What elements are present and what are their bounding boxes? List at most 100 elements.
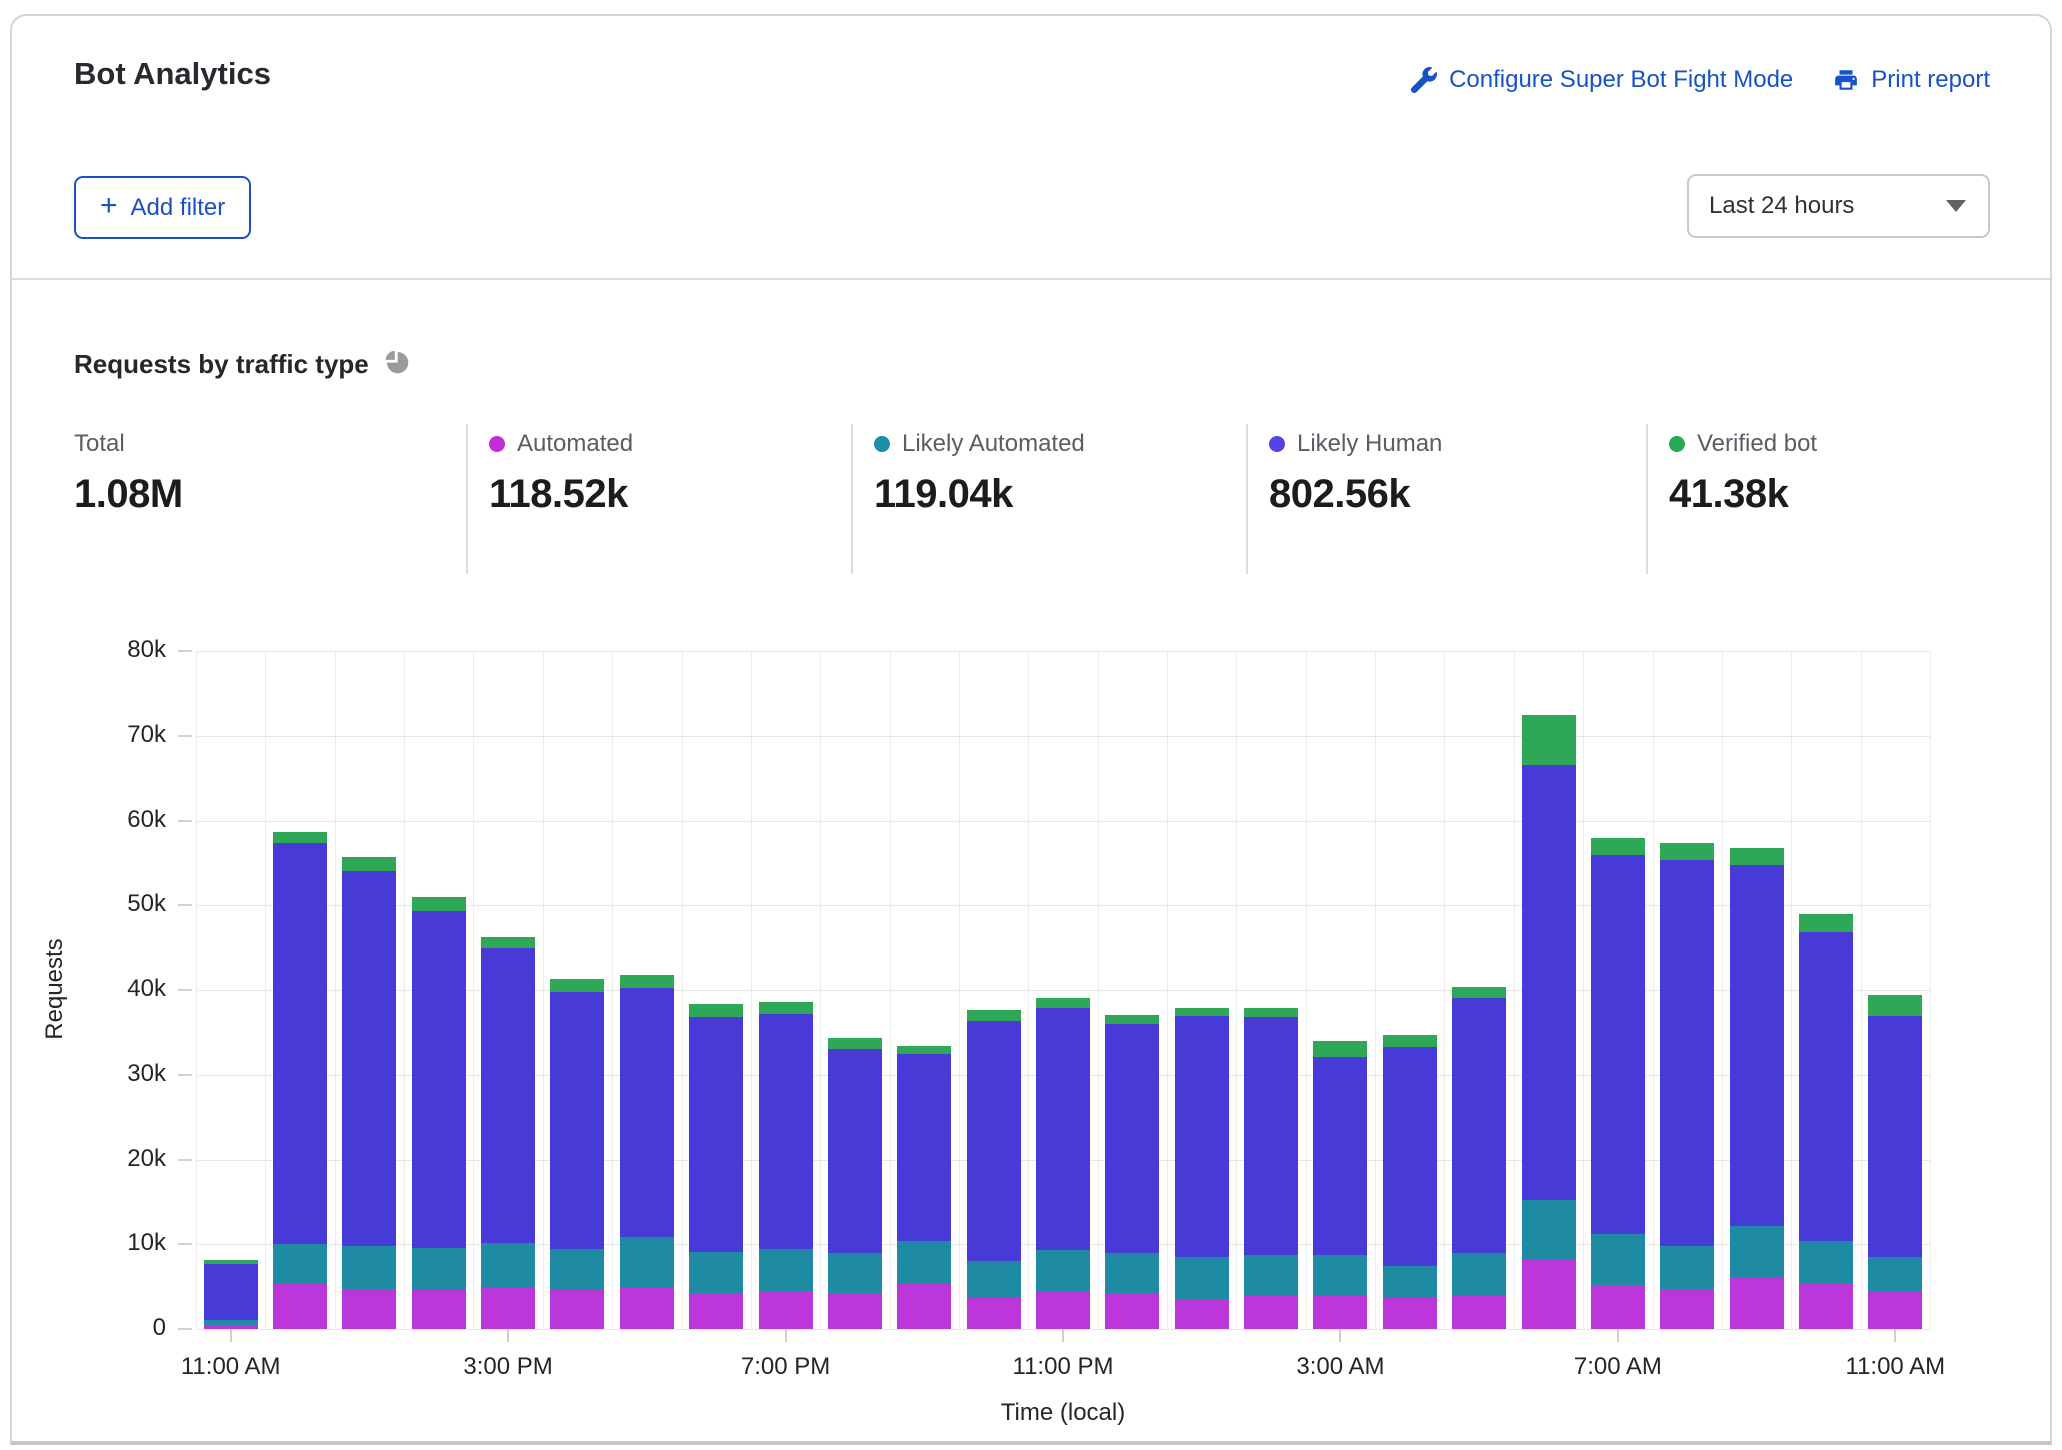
segment-likely-automated xyxy=(1591,1234,1645,1285)
bar-3-00-pm[interactable] xyxy=(481,651,535,1329)
segment-verified-bot xyxy=(1036,998,1090,1008)
segment-verified-bot xyxy=(689,1004,743,1018)
segment-likely-automated xyxy=(620,1237,674,1288)
bar-12-00-am[interactable] xyxy=(1105,651,1159,1329)
segment-automated xyxy=(1036,1291,1090,1329)
bar-7-00-am[interactable] xyxy=(1591,651,1645,1329)
stat-verified-bot: Verified bot 41.38k xyxy=(1646,424,2000,574)
segment-automated xyxy=(1383,1298,1437,1329)
x-axis-tick xyxy=(1894,1329,1896,1342)
bar-6-00-pm[interactable] xyxy=(689,651,743,1329)
segment-automated xyxy=(273,1284,327,1329)
bar-1-00-am[interactable] xyxy=(1175,651,1229,1329)
segment-likely-automated xyxy=(689,1252,743,1294)
segment-verified-bot xyxy=(204,1260,258,1263)
section-title: Requests by traffic type xyxy=(74,349,369,380)
bar-8-00-am[interactable] xyxy=(1660,651,1714,1329)
bar-5-00-pm[interactable] xyxy=(620,651,674,1329)
bar-10-00-pm[interactable] xyxy=(967,651,1021,1329)
bar-8-00-pm[interactable] xyxy=(828,651,882,1329)
segment-verified-bot xyxy=(1105,1015,1159,1024)
bar-2-00-am[interactable] xyxy=(1244,651,1298,1329)
x-axis-tick-label: 3:00 PM xyxy=(418,1353,598,1381)
y-axis-tick-label: 20k xyxy=(62,1145,166,1173)
bar-9-00-am[interactable] xyxy=(1730,651,1784,1329)
bar-6-00-am[interactable] xyxy=(1522,651,1576,1329)
bar-11-00-am[interactable] xyxy=(204,651,258,1329)
bar-10-00-am[interactable] xyxy=(1799,651,1853,1329)
segment-verified-bot xyxy=(1660,843,1714,861)
header-links: Configure Super Bot Fight Mode Print rep… xyxy=(1411,66,1990,94)
segment-likely-automated xyxy=(1313,1255,1367,1296)
segment-likely-automated xyxy=(1383,1266,1437,1297)
segment-likely-human xyxy=(1799,932,1853,1241)
likely-automated-dot-icon xyxy=(874,436,890,452)
configure-super-bot-fight-mode-link[interactable]: Configure Super Bot Fight Mode xyxy=(1411,66,1793,94)
print-report-link[interactable]: Print report xyxy=(1833,66,1990,94)
segment-likely-human xyxy=(689,1017,743,1252)
y-axis-tick xyxy=(178,1328,192,1330)
page-title: Bot Analytics xyxy=(74,56,271,92)
x-axis-tick xyxy=(1617,1329,1619,1342)
y-axis-tick xyxy=(178,1074,192,1076)
plus-icon: + xyxy=(100,191,118,221)
segment-likely-automated xyxy=(1105,1253,1159,1294)
bar-3-00-am[interactable] xyxy=(1313,651,1367,1329)
segment-automated xyxy=(1591,1285,1645,1329)
y-axis-tick xyxy=(178,989,192,991)
bar-5-00-am[interactable] xyxy=(1452,651,1506,1329)
segment-verified-bot xyxy=(1522,715,1576,765)
y-axis-tick-label: 40k xyxy=(62,975,166,1003)
segment-likely-automated xyxy=(481,1243,535,1287)
segment-likely-automated xyxy=(1244,1255,1298,1296)
bar-12-00-pm[interactable] xyxy=(273,651,327,1329)
y-axis-tick xyxy=(178,904,192,906)
segment-verified-bot xyxy=(1452,987,1506,998)
y-axis-tick xyxy=(178,820,192,822)
stat-verified-bot-label: Verified bot xyxy=(1697,430,1817,458)
segment-verified-bot xyxy=(759,1002,813,1014)
add-filter-button[interactable]: + Add filter xyxy=(74,176,251,239)
segment-automated xyxy=(550,1290,604,1329)
wrench-icon xyxy=(1411,67,1437,93)
x-axis-tick-label: 11:00 PM xyxy=(973,1353,1153,1381)
bar-9-00-pm[interactable] xyxy=(897,651,951,1329)
bot-analytics-page: Bot Analytics Configure Super Bot Fight … xyxy=(0,0,2062,1450)
traffic-type-stats: Total 1.08M Automated 118.52k Likely Aut… xyxy=(74,424,2000,574)
bar-1-00-pm[interactable] xyxy=(342,651,396,1329)
print-link-label: Print report xyxy=(1871,66,1990,94)
segment-likely-human xyxy=(828,1049,882,1252)
y-axis-title: Requests xyxy=(41,839,69,1139)
segment-automated xyxy=(1452,1296,1506,1329)
segment-automated xyxy=(1868,1291,1922,1329)
segment-automated xyxy=(1313,1296,1367,1329)
bar-7-00-pm[interactable] xyxy=(759,651,813,1329)
segment-likely-human xyxy=(412,911,466,1247)
segment-likely-human xyxy=(1313,1057,1367,1255)
bar-11-00-pm[interactable] xyxy=(1036,651,1090,1329)
segment-likely-human xyxy=(1452,998,1506,1253)
segment-likely-human xyxy=(481,948,535,1244)
stat-total-value: 1.08M xyxy=(74,472,466,517)
segment-verified-bot xyxy=(1313,1041,1367,1057)
segment-likely-automated xyxy=(1660,1246,1714,1289)
y-axis-tick xyxy=(178,1159,192,1161)
segment-automated xyxy=(481,1287,535,1329)
automated-dot-icon xyxy=(489,436,505,452)
segment-automated xyxy=(1660,1289,1714,1329)
segment-verified-bot xyxy=(412,897,466,911)
bar-11-00-am[interactable] xyxy=(1868,651,1922,1329)
bar-2-00-pm[interactable] xyxy=(412,651,466,1329)
bar-4-00-pm[interactable] xyxy=(550,651,604,1329)
segment-likely-human xyxy=(204,1264,258,1320)
segment-automated xyxy=(342,1289,396,1329)
x-axis-tick-label: 7:00 AM xyxy=(1528,1353,1708,1381)
segment-likely-human xyxy=(342,871,396,1246)
time-range-select[interactable]: Last 24 hours xyxy=(1687,174,1990,238)
pie-chart-icon xyxy=(383,348,410,380)
section-title-row: Requests by traffic type xyxy=(74,348,410,380)
stat-automated: Automated 118.52k xyxy=(466,424,851,574)
bar-4-00-am[interactable] xyxy=(1383,651,1437,1329)
x-axis-tick xyxy=(507,1329,509,1342)
segment-likely-automated xyxy=(1452,1253,1506,1296)
